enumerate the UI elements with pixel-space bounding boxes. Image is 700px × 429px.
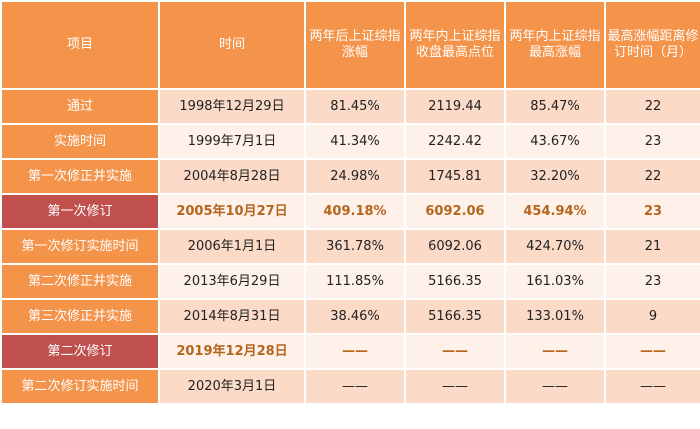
row-label: 第二次修正并实施: [0, 263, 160, 300]
header-peak: 两年内上证综指收盘最高点位: [404, 0, 506, 90]
row-label: 第三次修正并实施: [0, 298, 160, 335]
row-gain-2y: ——: [304, 333, 406, 370]
row-label: 第一次修订: [0, 193, 160, 230]
row-label: 通过: [0, 88, 160, 125]
row-months: 23: [604, 193, 700, 230]
row-label: 第二次修订: [0, 333, 160, 370]
row-label: 第一次修订实施时间: [0, 228, 160, 265]
row-months: 23: [604, 263, 700, 300]
row-max-gain: 85.47%: [504, 88, 606, 125]
table-row: 通过 1998年12月29日 81.45% 2119.44 85.47% 22: [0, 88, 700, 125]
row-max-gain: 454.94%: [504, 193, 606, 230]
row-peak: 5166.35: [404, 263, 506, 300]
row-max-gain: ——: [504, 368, 606, 405]
table-row: 第二次修订实施时间 2020年3月1日 —— —— —— ——: [0, 368, 700, 405]
row-months: ——: [604, 368, 700, 405]
row-date: 1998年12月29日: [158, 88, 306, 125]
row-gain-2y: ——: [304, 368, 406, 405]
row-months: 22: [604, 158, 700, 195]
row-months: 21: [604, 228, 700, 265]
row-months: ——: [604, 333, 700, 370]
header-item: 项目: [0, 0, 160, 90]
row-date: 2019年12月28日: [158, 333, 306, 370]
row-gain-2y: 38.46%: [304, 298, 406, 335]
row-max-gain: ——: [504, 333, 606, 370]
row-gain-2y: 24.98%: [304, 158, 406, 195]
row-months: 9: [604, 298, 700, 335]
row-peak: ——: [404, 333, 506, 370]
row-label: 实施时间: [0, 123, 160, 160]
header-time: 时间: [158, 0, 306, 90]
row-max-gain: 133.01%: [504, 298, 606, 335]
row-peak: 1745.81: [404, 158, 506, 195]
table-row: 实施时间 1999年7月1日 41.34% 2242.42 43.67% 23: [0, 123, 700, 160]
header-row: 项目 时间 两年后上证综指涨幅 两年内上证综指收盘最高点位 两年内上证综指最高涨…: [0, 0, 700, 90]
row-gain-2y: 111.85%: [304, 263, 406, 300]
row-date: 2013年6月29日: [158, 263, 306, 300]
table-row: 第三次修正并实施 2014年8月31日 38.46% 5166.35 133.0…: [0, 298, 700, 335]
table-row: 第二次修正并实施 2013年6月29日 111.85% 5166.35 161.…: [0, 263, 700, 300]
row-peak: 2119.44: [404, 88, 506, 125]
row-date: 2020年3月1日: [158, 368, 306, 405]
row-date: 2004年8月28日: [158, 158, 306, 195]
row-date: 2014年8月31日: [158, 298, 306, 335]
header-max-gain: 两年内上证综指最高涨幅: [504, 0, 606, 90]
table-row: 第一次修订实施时间 2006年1月1日 361.78% 6092.06 424.…: [0, 228, 700, 265]
table-row-highlight: 第二次修订 2019年12月28日 —— —— —— ——: [0, 333, 700, 370]
table-row-highlight: 第一次修订 2005年10月27日 409.18% 6092.06 454.94…: [0, 193, 700, 230]
header-months: 最高涨幅距离修订时间（月）: [604, 0, 700, 90]
row-max-gain: 32.20%: [504, 158, 606, 195]
row-label: 第二次修订实施时间: [0, 368, 160, 405]
row-months: 22: [604, 88, 700, 125]
row-date: 2006年1月1日: [158, 228, 306, 265]
row-peak: 5166.35: [404, 298, 506, 335]
row-label: 第一次修正并实施: [0, 158, 160, 195]
row-peak: 6092.06: [404, 228, 506, 265]
row-gain-2y: 81.45%: [304, 88, 406, 125]
row-months: 23: [604, 123, 700, 160]
row-max-gain: 161.03%: [504, 263, 606, 300]
row-peak: 2242.42: [404, 123, 506, 160]
row-peak: ——: [404, 368, 506, 405]
row-date: 1999年7月1日: [158, 123, 306, 160]
row-gain-2y: 361.78%: [304, 228, 406, 265]
row-max-gain: 424.70%: [504, 228, 606, 265]
row-peak: 6092.06: [404, 193, 506, 230]
row-date: 2005年10月27日: [158, 193, 306, 230]
revision-table: 项目 时间 两年后上证综指涨幅 两年内上证综指收盘最高点位 两年内上证综指最高涨…: [0, 0, 700, 405]
row-max-gain: 43.67%: [504, 123, 606, 160]
header-gain-2y: 两年后上证综指涨幅: [304, 0, 406, 90]
table-row: 第一次修正并实施 2004年8月28日 24.98% 1745.81 32.20…: [0, 158, 700, 195]
row-gain-2y: 41.34%: [304, 123, 406, 160]
row-gain-2y: 409.18%: [304, 193, 406, 230]
